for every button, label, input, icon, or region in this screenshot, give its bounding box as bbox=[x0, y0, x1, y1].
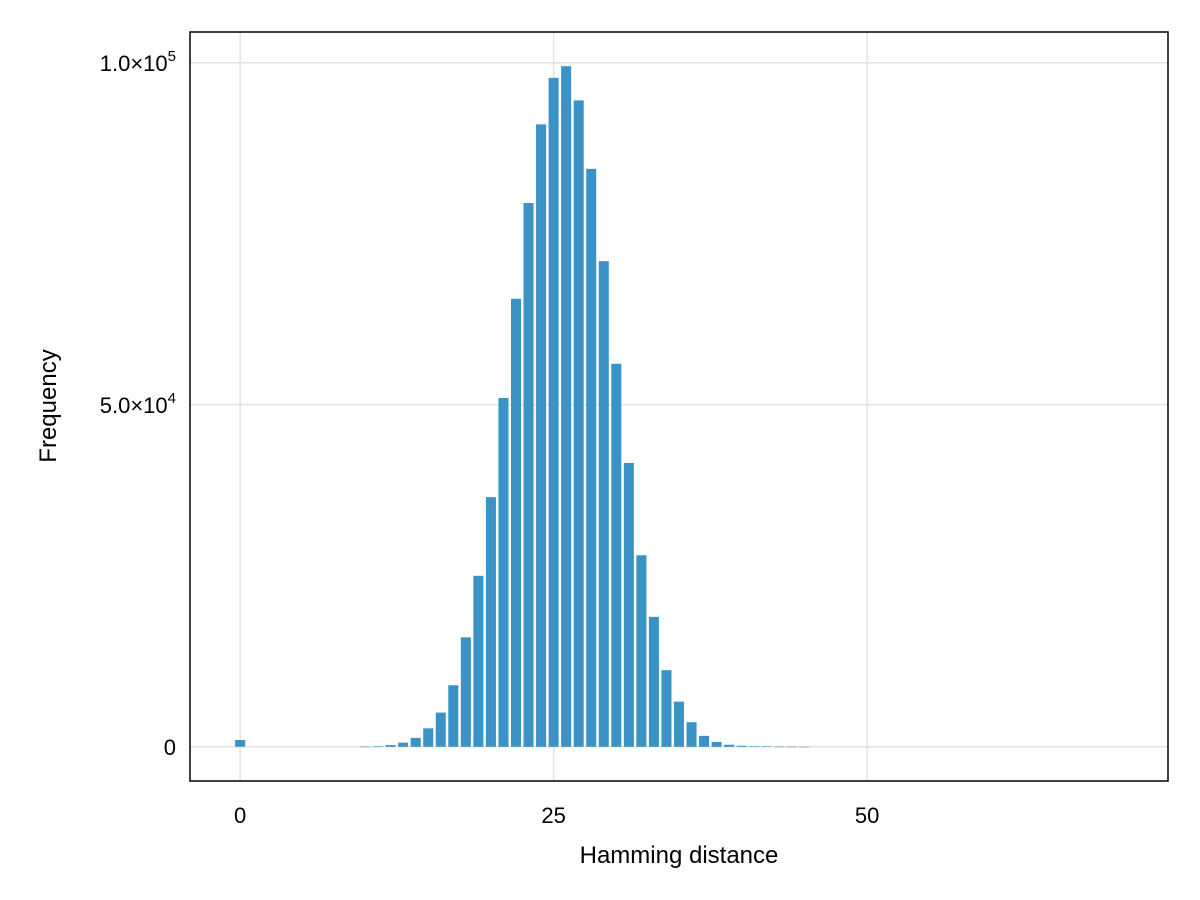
bar-22 bbox=[510, 298, 522, 747]
bar-33 bbox=[648, 616, 659, 747]
bar-16 bbox=[435, 712, 446, 747]
bar-18 bbox=[460, 637, 471, 747]
bar-38 bbox=[711, 742, 722, 747]
bar-24 bbox=[536, 124, 547, 747]
bar-21 bbox=[498, 397, 509, 747]
bar-34 bbox=[661, 670, 672, 747]
bar-13 bbox=[398, 742, 409, 747]
y-tick-label: 1.0×105 bbox=[100, 48, 176, 76]
bar-20 bbox=[485, 497, 496, 747]
bar-12 bbox=[385, 745, 396, 747]
bar-41 bbox=[749, 746, 760, 747]
bar-25 bbox=[548, 77, 559, 747]
plot-background bbox=[190, 32, 1168, 781]
x-tick-label: 25 bbox=[541, 803, 565, 828]
bar-45 bbox=[799, 746, 810, 748]
x-ticks: 0 25 50 bbox=[234, 803, 879, 828]
bar-42 bbox=[761, 746, 772, 748]
bar-10 bbox=[360, 746, 371, 748]
bar-28 bbox=[586, 168, 597, 747]
y-tick-label: 5.0×104 bbox=[100, 390, 176, 418]
bar-11 bbox=[373, 746, 384, 747]
bar-0 bbox=[235, 739, 246, 747]
bar-23 bbox=[523, 203, 534, 747]
bar-35 bbox=[673, 701, 685, 747]
y-axis-label: Frequency bbox=[35, 349, 62, 462]
bar-14 bbox=[410, 737, 421, 747]
bar-15 bbox=[423, 728, 434, 747]
bar-27 bbox=[573, 100, 584, 747]
bar-44 bbox=[786, 746, 797, 748]
bar-39 bbox=[724, 744, 735, 747]
bar-29 bbox=[598, 261, 609, 747]
bar-31 bbox=[623, 462, 634, 747]
y-tick-label: 0 bbox=[164, 735, 176, 760]
bar-37 bbox=[699, 735, 710, 747]
x-tick-label: 50 bbox=[855, 803, 879, 828]
plot-frame bbox=[189, 31, 1169, 782]
bars bbox=[235, 66, 810, 748]
bar-40 bbox=[736, 745, 747, 747]
bar-43 bbox=[774, 746, 785, 748]
bar-26 bbox=[561, 66, 572, 747]
bar-30 bbox=[611, 363, 622, 747]
bar-17 bbox=[448, 685, 459, 747]
y-ticks: 0 5.0×104 1.0×105 bbox=[100, 48, 176, 760]
bar-32 bbox=[636, 555, 647, 747]
x-axis-label: Hamming distance bbox=[580, 842, 779, 869]
bar-19 bbox=[473, 575, 484, 747]
x-tick-label: 0 bbox=[234, 803, 246, 828]
bar-36 bbox=[686, 722, 697, 747]
